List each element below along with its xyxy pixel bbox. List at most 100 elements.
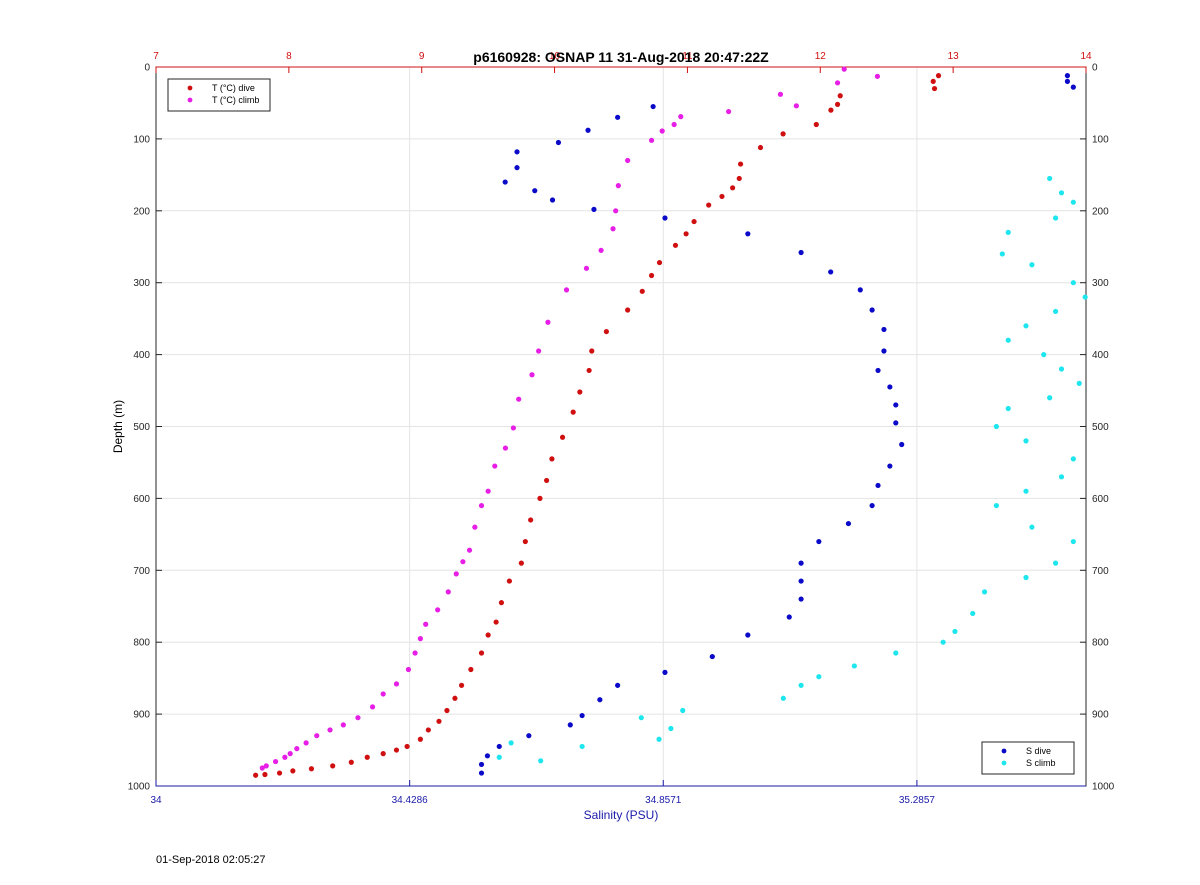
data-point [364,754,370,760]
data-point [816,674,822,680]
data-point [263,763,269,769]
data-point [869,502,875,509]
data-point [931,85,938,92]
data-point [496,743,502,750]
data-point [466,547,473,553]
data-point [485,488,491,494]
data-point [579,712,585,719]
data-point [745,632,751,638]
data-point [1082,294,1088,300]
data-point [1064,73,1071,79]
legend-bottom-right: S dive S climb [981,741,1075,775]
data-point [930,78,936,84]
data-point [709,653,715,660]
data-point [405,666,412,673]
data-point [656,736,662,742]
x-top-tick-label: 12 [815,51,827,62]
x-bottom-tick-label: 34.8571 [645,795,682,806]
x-top-tick-label: 14 [1080,51,1092,62]
data-point [589,348,595,354]
data-point [290,768,296,774]
data-point [798,596,804,602]
data-point [458,682,465,688]
data-point [586,367,592,374]
data-point [615,682,621,688]
data-point [1064,78,1071,84]
legends: T (°C) dive T (°C) climb S dive S climb [167,78,1075,775]
data-point [478,770,485,776]
data-point [412,650,418,656]
data-point [498,600,505,606]
data-point [757,144,764,151]
data-point [478,502,485,509]
x-axis-label: Salinity (PSU) [584,808,659,822]
y-tick-label-left: 800 [133,638,150,649]
data-point [303,740,309,746]
y-tick-label-left: 500 [133,422,150,433]
data-point [355,715,361,721]
data-point [563,287,570,293]
data-point [1058,366,1065,372]
chart-title: p6160928: OSNAP 11 31-Aug-2018 20:47:22Z [473,49,769,65]
axes: 0 0 100 100 200 200 300 300 400 400 500 500 600 600 70… [128,51,1115,806]
data-point [1023,323,1029,329]
footer-timestamp: 01-Sep-2018 02:05:27 [156,854,265,866]
data-point [780,131,786,137]
data-point [549,456,555,462]
data-point [893,402,899,408]
data-point [518,560,524,566]
series-s-dive [478,73,1076,776]
legend-label: T (°C) climb [212,95,259,105]
data-point [460,559,466,565]
legend-label: T (°C) dive [212,83,255,93]
y-tick-label-left: 600 [133,494,150,505]
data-point [597,697,603,703]
data-point [526,733,532,739]
data-point [899,441,905,448]
x-top-tick-label: 11 [682,51,693,62]
data-point [508,740,514,746]
y-tick-label-left: 900 [133,710,150,721]
data-point [327,727,333,733]
data-point [678,114,684,120]
data-point [798,560,804,566]
data-point [348,759,354,765]
data-point [259,765,265,771]
data-point [1023,574,1029,581]
legend-marker [1001,748,1007,754]
data-point [294,746,300,752]
data-point [404,743,410,750]
data-point [672,242,679,248]
data-point [1070,84,1076,90]
data-point [478,650,485,656]
data-point [591,206,597,212]
data-point [444,707,450,714]
data-points [253,66,1088,778]
series-s-climb [496,175,1088,764]
legend-marker [187,85,193,91]
data-point [510,425,516,431]
x-bottom-tick-label: 34.4286 [392,795,429,806]
data-point [1052,215,1059,221]
data-point [287,751,293,757]
data-point [514,165,520,171]
data-point [1070,280,1076,286]
data-point [798,249,804,256]
data-point [745,231,751,237]
data-point [276,770,283,776]
data-point [1047,175,1053,182]
data-point [308,766,315,772]
data-point [881,348,887,354]
data-point [737,161,744,167]
data-point [656,259,663,266]
data-point [1041,352,1047,358]
data-point [798,578,804,584]
data-point [282,754,288,760]
data-point [874,73,881,79]
data-point [730,185,736,191]
data-point [625,307,631,313]
data-point [793,103,799,109]
data-point [648,137,655,143]
data-point [869,307,875,313]
y-tick-label-left: 700 [133,566,150,577]
